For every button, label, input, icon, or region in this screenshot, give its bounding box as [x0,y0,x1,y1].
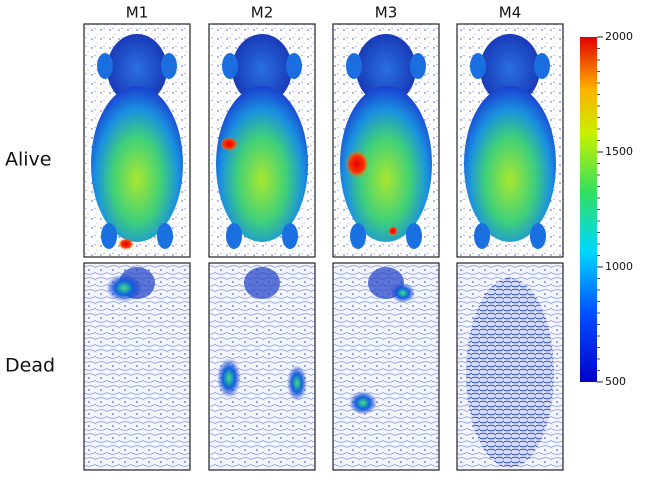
mouse-body [216,86,308,242]
mouse-body [91,86,183,242]
column-label: M2 [251,4,274,22]
signal-spot [217,358,241,398]
mouse-body [464,86,556,242]
dead-panel [83,262,191,471]
signal-spot [106,274,142,302]
mouse-ear [222,53,238,79]
mouse-foot [101,223,117,249]
signal-spot [349,391,377,415]
mouse-ear [470,53,486,79]
mouse-foot [157,223,173,249]
hot-spot [388,226,398,236]
dead-panel [456,262,564,471]
column-label: M1 [126,4,149,22]
dead-panel [332,262,440,471]
mouse-head [244,267,280,299]
colorbar [580,37,597,382]
alive-panel [332,23,440,258]
mouse-ear [534,53,550,79]
tick-label: 500 [605,375,626,388]
mouse-foot [350,223,366,249]
mouse-ear [161,53,177,79]
dead-panel [208,262,316,471]
mouse-foot [530,223,546,249]
hot-spot [220,137,238,151]
hot-spot [118,238,134,250]
mouse-ear [97,53,113,79]
tick-label: 1000 [605,260,633,273]
mouse-foot [406,223,422,249]
alive-panel [208,23,316,258]
tick-label: 2000 [605,30,633,43]
mouse-foot [282,223,298,249]
mouse-ear [346,53,362,79]
mouse-foot [474,223,490,249]
signal-spot [391,283,415,303]
mouse-body [466,278,554,468]
mouse-head [480,34,540,104]
tick-label: 1500 [605,145,633,158]
hot-spot [345,150,369,178]
mouse-ear [410,53,426,79]
column-label: M3 [375,4,398,22]
signal-spot [287,365,307,401]
row-label: Alive [5,149,52,171]
row-label: Dead [5,355,55,377]
mouse-head [356,34,416,104]
mouse-foot [226,223,242,249]
column-label: M4 [499,4,522,22]
mouse-body [340,86,432,242]
alive-panel [83,23,191,258]
alive-panel [456,23,564,258]
mouse-head [232,34,292,104]
mouse-head [107,34,167,104]
mouse-ear [286,53,302,79]
